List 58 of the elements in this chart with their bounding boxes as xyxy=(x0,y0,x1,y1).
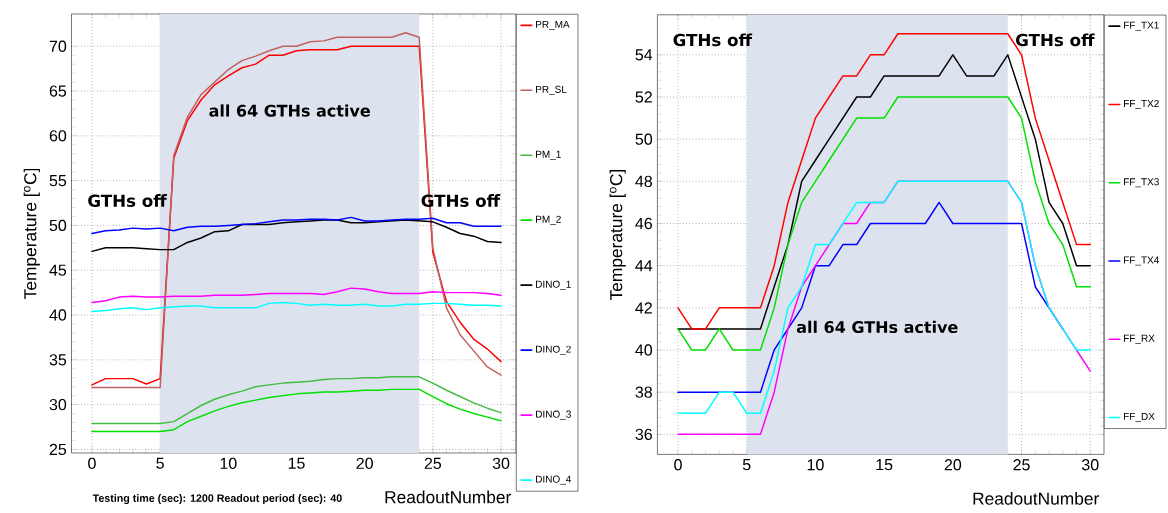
x-tick-label: 25 xyxy=(424,457,442,470)
x-tick-label: 5 xyxy=(156,457,164,469)
x-tick-label: 10 xyxy=(220,457,237,470)
x-tick-label: 0 xyxy=(674,459,682,471)
legend-label: DINO_3 xyxy=(536,410,571,420)
legend-label: PR_MA xyxy=(536,20,570,30)
legend-label: FF_DX xyxy=(1124,412,1155,422)
y-tick-label: 46 xyxy=(635,217,652,230)
x-tick-label: 5 xyxy=(742,459,751,471)
legend-label: PM_1 xyxy=(536,150,561,160)
x-tick-label: 25 xyxy=(1013,459,1030,471)
legend-label: DINO_2 xyxy=(536,345,571,355)
legend-label: FF_TX2 xyxy=(1124,99,1159,109)
x-tick-label: 10 xyxy=(807,459,824,471)
y-tick-label: 54 xyxy=(635,49,653,61)
y-tick-label: 30 xyxy=(49,398,67,411)
x-tick-label: 30 xyxy=(492,457,510,470)
y-tick-label: 40 xyxy=(49,309,67,321)
text: Testing time (sec): 1200 Readout period (sec): 40 xyxy=(92,494,342,505)
x-tick-label: 20 xyxy=(944,459,962,471)
x-tick-label: 20 xyxy=(356,457,373,470)
x-tick-label: 30 xyxy=(1081,459,1099,471)
y-tick-label: 52 xyxy=(635,91,652,103)
annotation: GTHs off xyxy=(88,194,167,208)
y-tick-label: 50 xyxy=(635,133,653,145)
x-axis-title: ReadoutNumber xyxy=(385,490,511,504)
y-tick-label: 45 xyxy=(49,264,67,276)
legend-label: FF_RX xyxy=(1124,334,1155,344)
y-tick-label: 70 xyxy=(49,40,67,52)
y-axis-title: Temperature [$^{o}$C] xyxy=(23,168,40,299)
y-tick-label: 40 xyxy=(635,344,653,356)
band-label: all 64 GTHs active xyxy=(209,104,370,117)
x-tick-label: 0 xyxy=(88,457,96,470)
legend-label: FF_TX1 xyxy=(1124,21,1159,31)
annotation: GTHs off xyxy=(1016,33,1095,47)
y-tick-label: 38 xyxy=(635,386,652,398)
y-axis-title: Temperature [$^{o}$C] xyxy=(609,169,626,301)
legend-label: DINO_1 xyxy=(536,280,571,290)
x-tick-label: 15 xyxy=(288,457,305,469)
y-tick-label: 60 xyxy=(49,130,67,142)
band-label: all 64 GTHs active xyxy=(796,320,958,334)
y-tick-label: 25 xyxy=(49,443,67,456)
legend-label: DINO_4 xyxy=(536,475,572,485)
y-tick-label: 65 xyxy=(49,85,67,97)
y-tick-label: 44 xyxy=(635,260,653,272)
x-axis-title: ReadoutNumber xyxy=(973,492,1099,505)
y-tick-label: 48 xyxy=(635,175,652,188)
legend-label: FF_TX3 xyxy=(1124,178,1159,188)
x-tick-label: 15 xyxy=(876,459,893,471)
y-tick-label: 50 xyxy=(49,219,67,232)
legend-label: FF_TX4 xyxy=(1124,256,1160,266)
legend-label: PM_2 xyxy=(536,215,561,225)
y-tick-label: 36 xyxy=(635,428,652,441)
y-tick-label: 42 xyxy=(635,302,652,314)
y-tick-label: 35 xyxy=(49,354,67,366)
y-tick-label: 55 xyxy=(49,175,67,187)
legend-label: PR_SL xyxy=(536,85,567,95)
annotation: GTHs off xyxy=(673,33,753,47)
